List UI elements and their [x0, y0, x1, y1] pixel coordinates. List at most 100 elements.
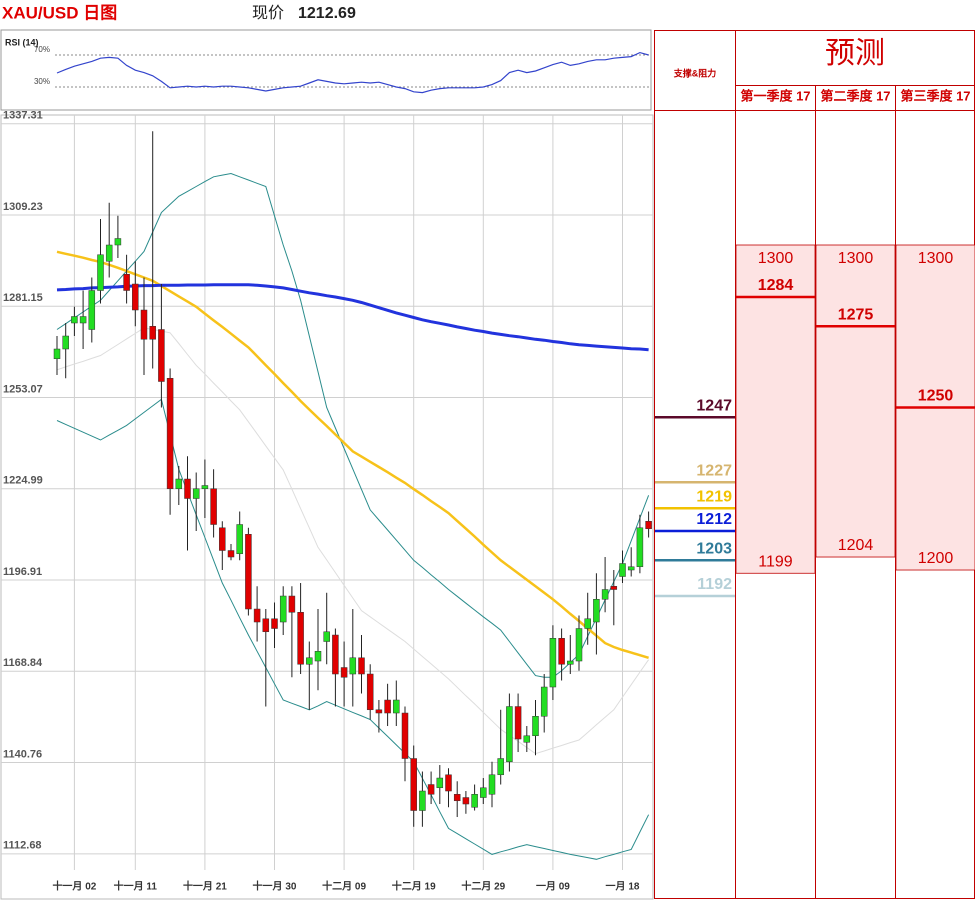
candle-body: [175, 478, 183, 490]
forecast-target-label: 1284: [758, 277, 794, 294]
candle-body: [210, 488, 217, 525]
price: 1212.69: [298, 5, 356, 22]
candle-body: [445, 774, 452, 792]
candle-body: [192, 488, 200, 499]
candle-body: [262, 618, 270, 633]
candle-body: [636, 527, 644, 568]
candle-body: [123, 274, 130, 291]
candle-body: [523, 735, 531, 743]
candle-body: [306, 657, 313, 665]
x-tick-label: 十一月 30: [253, 880, 297, 893]
y-tick-label: 1140.76: [3, 748, 42, 760]
candle-body: [393, 699, 400, 714]
candle-body: [323, 631, 330, 642]
column-header: 第三季度 17: [900, 88, 970, 103]
price-label: 现价: [252, 5, 284, 22]
y-tick-label: 1196.91: [3, 566, 42, 578]
forecast-target-label: 1250: [918, 388, 954, 405]
candle-body: [532, 716, 539, 737]
candle-body: [219, 527, 226, 551]
candle-body: [245, 534, 252, 610]
candle-body: [549, 638, 557, 688]
candle-body: [610, 586, 618, 590]
indicator-line: [56, 283, 649, 352]
x-tick-label: 一月 09: [536, 881, 570, 893]
y-tick-label: 1224.99: [3, 475, 43, 487]
candle-body: [114, 238, 122, 246]
candle-body: [506, 706, 513, 763]
sr-label: 1247: [696, 397, 732, 414]
column-header: 第一季度 17: [740, 88, 810, 103]
rsi-line: [56, 51, 649, 94]
rsi-panel: [0, 29, 652, 111]
candle-body: [627, 566, 635, 571]
candle-body: [358, 657, 365, 675]
x-tick-label: 十二月 09: [322, 880, 366, 893]
candle-body: [332, 634, 339, 675]
sr-label: 1219: [696, 488, 732, 505]
candle-body: [514, 706, 522, 740]
forecast-title: 预测: [825, 37, 885, 70]
candle-body: [184, 478, 191, 499]
candle-body: [601, 589, 609, 600]
candle-body: [480, 787, 487, 798]
candle-body: [314, 651, 322, 662]
candle-body: [201, 485, 209, 490]
y-tick-label: 1281.15: [3, 292, 43, 304]
y-tick-label: 1337.31: [3, 110, 43, 122]
title: XAU/USD 日图: [2, 3, 117, 22]
candle-body: [619, 563, 626, 577]
candle-body: [567, 660, 574, 665]
price-panel: [0, 114, 654, 900]
candle-body: [166, 378, 174, 490]
forecast-range: [735, 244, 816, 574]
candle-body: [410, 758, 417, 811]
rsi-title: RSI (14): [5, 37, 39, 47]
forecast-high: 1300: [758, 250, 794, 267]
candle-body: [384, 699, 391, 714]
forecast-high: 1300: [838, 250, 874, 267]
indicator-line: [56, 250, 649, 659]
candle-body: [288, 595, 296, 613]
x-tick-label: 十二月 29: [461, 880, 505, 893]
candle-body: [488, 774, 496, 795]
sr-label: 1192: [697, 576, 732, 593]
sr-title: 支撑&阻力: [673, 67, 717, 78]
x-tick-label: 一月 18: [606, 881, 640, 893]
candle-body: [366, 673, 374, 711]
y-tick-label: 1112.68: [3, 840, 42, 852]
x-tick-label: 十一月 02: [52, 880, 96, 893]
sr-label: 1203: [696, 540, 732, 557]
candle-body: [540, 686, 548, 717]
x-tick-label: 十一月 11: [114, 880, 158, 893]
forecast-range: [815, 244, 896, 558]
candle-body: [279, 595, 287, 623]
candle-body: [227, 550, 235, 558]
candle-body: [97, 254, 104, 291]
candle-body: [62, 335, 69, 350]
candle-body: [297, 612, 304, 665]
candle-body: [584, 618, 591, 629]
x-tick-label: 十二月 19: [392, 880, 436, 893]
candle-body: [53, 348, 61, 360]
candle-body: [140, 309, 148, 340]
candle-body: [271, 618, 278, 629]
candle-body: [236, 524, 243, 555]
candle-body: [88, 290, 96, 330]
candle-body: [401, 712, 409, 759]
candle-body: [253, 608, 261, 623]
y-tick-label: 70%: [34, 45, 50, 54]
candle-body: [71, 316, 78, 324]
candle-body: [349, 657, 357, 675]
forecast-high: 1300: [918, 250, 954, 267]
forecast-low: 1199: [758, 553, 793, 570]
candle-body: [471, 794, 478, 808]
sr-label: 1227: [696, 462, 732, 479]
sr-label: 1212: [696, 511, 732, 528]
candle-body: [453, 794, 461, 802]
candle-body: [375, 709, 383, 714]
y-tick-label: 1168.84: [3, 657, 43, 669]
candle-body: [158, 329, 165, 382]
candle-body: [79, 316, 87, 324]
candle-body: [593, 599, 600, 623]
